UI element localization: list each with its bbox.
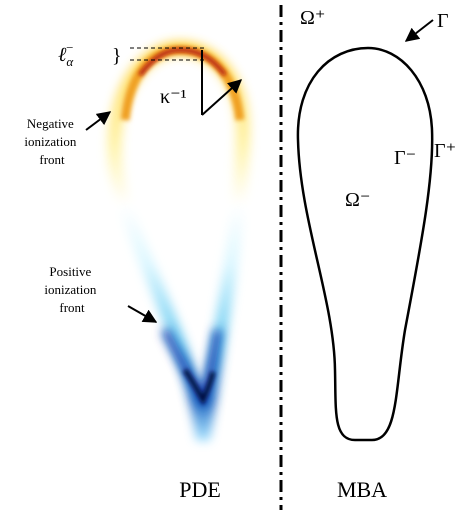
interface-label: Γ bbox=[437, 10, 449, 32]
arrow bbox=[85, 111, 112, 131]
panel-label: MBA bbox=[337, 477, 387, 502]
curvature-label: κ⁻¹ bbox=[160, 86, 187, 108]
thickness-base: ℓ bbox=[58, 44, 67, 66]
panel-label: PDE bbox=[179, 477, 221, 502]
thickness-label: ℓα− bbox=[58, 40, 74, 69]
label-line: ionization bbox=[44, 282, 96, 297]
label-line: Positive bbox=[49, 264, 91, 279]
interface-outer-label: Γ⁺ bbox=[434, 140, 456, 162]
label-line: Negative bbox=[27, 116, 74, 131]
label-line: ionization bbox=[24, 134, 76, 149]
region-outside-label: Ω⁺ bbox=[300, 7, 325, 29]
thickness-sub: α bbox=[66, 54, 74, 69]
arrow bbox=[127, 305, 158, 323]
label-line: front bbox=[39, 152, 65, 167]
negative-front-label: Negative ionization front bbox=[24, 116, 79, 167]
positive-front-label: Positive ionization front bbox=[44, 264, 99, 315]
mba-outline bbox=[296, 46, 434, 442]
interface-inner-label: Γ⁻ bbox=[394, 147, 416, 169]
region-inside-label: Ω⁻ bbox=[345, 189, 370, 211]
label-line: front bbox=[59, 300, 85, 315]
radius-arrow bbox=[201, 79, 243, 116]
arrow bbox=[404, 19, 434, 42]
brace: } bbox=[112, 45, 122, 67]
thickness-sup: − bbox=[66, 40, 73, 55]
